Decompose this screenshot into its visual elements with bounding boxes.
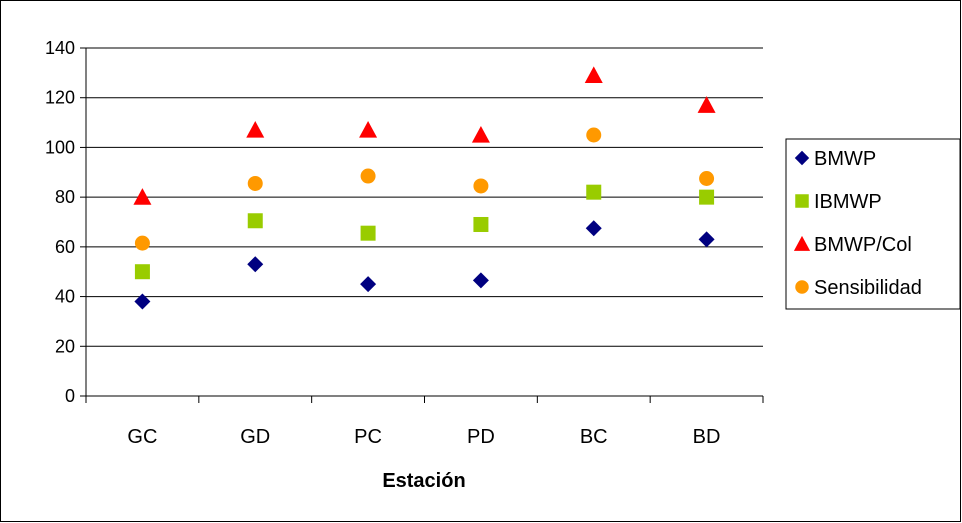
legend-box bbox=[785, 138, 961, 310]
point-bmwp-col bbox=[133, 188, 152, 205]
legend-marker-ibmwp bbox=[795, 194, 809, 208]
point-bmwp bbox=[698, 231, 715, 248]
point-bmwp bbox=[247, 256, 264, 273]
legend-marker-sensibilidad bbox=[795, 280, 809, 294]
y-tick-label: 80 bbox=[55, 187, 75, 207]
x-tick-label: PD bbox=[467, 426, 495, 448]
legend-label-bmwp-col: BMWP/Col bbox=[814, 234, 912, 256]
x-tick-label: GD bbox=[240, 426, 270, 448]
point-bmwp-col bbox=[697, 96, 716, 113]
legend-marker-bmwp bbox=[794, 150, 810, 166]
point-sensibilidad bbox=[134, 235, 150, 251]
y-tick-label: 0 bbox=[65, 386, 75, 406]
point-bmwp-col bbox=[359, 121, 378, 138]
y-tick-label: 120 bbox=[45, 88, 75, 108]
y-tick-label: 20 bbox=[55, 336, 75, 356]
point-sensibilidad bbox=[360, 168, 376, 184]
point-ibmwp bbox=[473, 216, 489, 232]
plot-area: 0 20 40 60 80 100 120 140 GC GD PC PD BC BD bbox=[45, 38, 764, 448]
point-bmwp bbox=[360, 276, 377, 293]
y-tick-label: 40 bbox=[55, 287, 75, 307]
point-ibmwp bbox=[134, 264, 150, 280]
x-tick-label: PC bbox=[354, 426, 382, 448]
point-ibmwp bbox=[360, 225, 376, 241]
point-bmwp-col bbox=[246, 121, 265, 138]
point-sensibilidad bbox=[473, 178, 489, 194]
point-bmwp bbox=[585, 220, 602, 237]
point-bmwp-col bbox=[584, 66, 603, 83]
point-bmwp-col bbox=[471, 126, 490, 143]
x-axis-title: Estación bbox=[382, 470, 465, 492]
point-sensibilidad bbox=[699, 171, 715, 186]
point-ibmwp bbox=[586, 184, 602, 200]
point-sensibilidad bbox=[586, 127, 602, 143]
x-tick-label: BC bbox=[580, 426, 608, 448]
point-sensibilidad bbox=[247, 175, 263, 191]
point-ibmwp bbox=[699, 189, 715, 205]
legend: BMWP IBMWP BMWP/Col Sensibilidad bbox=[785, 138, 961, 310]
y-tick-label: 140 bbox=[45, 38, 75, 58]
point-ibmwp bbox=[247, 213, 263, 229]
legend-marker-bmwp-col bbox=[793, 235, 811, 251]
legend-label-sensibilidad: Sensibilidad bbox=[814, 277, 922, 299]
x-tick-label: BD bbox=[693, 426, 721, 448]
point-bmwp bbox=[134, 293, 151, 310]
y-tick-label: 100 bbox=[45, 137, 75, 157]
x-tick-label: GC bbox=[127, 426, 157, 448]
legend-label-ibmwp: IBMWP bbox=[814, 191, 882, 213]
legend-label-bmwp: BMWP bbox=[814, 148, 876, 170]
y-tick-label: 60 bbox=[55, 237, 75, 257]
point-bmwp bbox=[472, 272, 489, 289]
